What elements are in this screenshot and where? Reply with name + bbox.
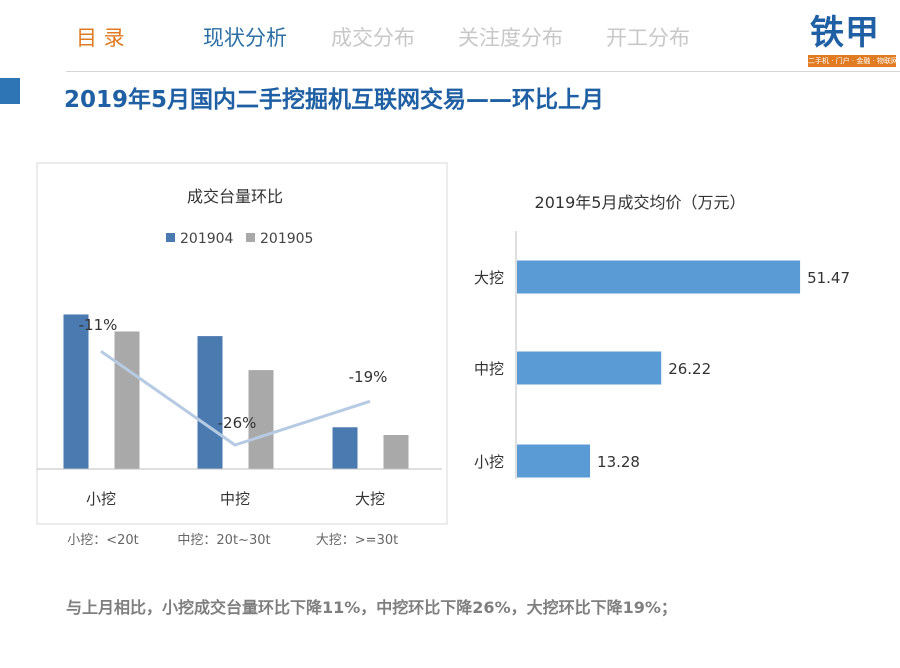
price-label-small: 13.28 bbox=[597, 453, 640, 471]
nav-item-status-analysis[interactable]: 现状分析 bbox=[203, 26, 287, 50]
price-label-large: 51.47 bbox=[807, 269, 850, 287]
price-bar-2 bbox=[517, 444, 591, 478]
volume-chart-title: 成交台量环比 bbox=[187, 187, 283, 206]
nav-item-deal-distribution[interactable]: 成交分布 bbox=[331, 26, 415, 50]
price-label-medium: 26.22 bbox=[668, 360, 711, 378]
x-tick-medium: 中挖 bbox=[220, 490, 250, 508]
header-divider bbox=[66, 71, 900, 72]
change-trend-line bbox=[100, 350, 371, 447]
change-label-medium: -26% bbox=[218, 414, 257, 432]
bar-201904-1 bbox=[197, 336, 223, 469]
volume-chart: 成交台量环比 201904 201905 -11% -26% -19% 小挖 中… bbox=[36, 162, 448, 525]
volume-chart-frame bbox=[36, 162, 448, 525]
summary-text: 与上月相比，小挖成交台量环比下降11%，中挖环比下降26%，大挖环比下降19%； bbox=[66, 598, 677, 617]
x-tick-small: 小挖 bbox=[86, 490, 116, 508]
nav-item-attention-distribution[interactable]: 关注度分布 bbox=[458, 26, 563, 50]
nav-item-operation-distribution[interactable]: 开工分布 bbox=[606, 26, 690, 50]
legend-label-201904: 201904 bbox=[180, 231, 234, 247]
bar-201904-2 bbox=[332, 427, 358, 469]
price-bar-1 bbox=[517, 351, 662, 385]
bar-201904-0 bbox=[63, 314, 89, 469]
bar-201905-1 bbox=[248, 370, 274, 469]
change-label-small: -11% bbox=[79, 316, 118, 334]
logo-text: 铁甲 bbox=[810, 13, 880, 53]
volume-bars bbox=[63, 314, 409, 469]
brand-logo: 铁甲 二手机 · 门户 · 金融 · 物联网 bbox=[808, 5, 896, 69]
page-title: 2019年5月国内二手挖掘机互联网交易——环比上月 bbox=[64, 87, 605, 113]
price-bar-0 bbox=[517, 260, 801, 294]
logo-tagline: 二手机 · 门户 · 金融 · 物联网 bbox=[808, 55, 896, 67]
top-nav: 目 录 现状分析 成交分布 关注度分布 开工分布 铁甲 二手机 · 门户 · 金… bbox=[0, 0, 900, 70]
note-small: 小挖：<20t bbox=[67, 533, 139, 548]
y-tick-large: 大挖 bbox=[474, 269, 504, 287]
x-tick-large: 大挖 bbox=[355, 490, 385, 508]
legend-swatch-201904 bbox=[166, 233, 175, 242]
price-chart: 2019年5月成交均价（万元） 大挖 中挖 小挖 51.47 26.22 13.… bbox=[474, 193, 850, 479]
change-label-large: -19% bbox=[349, 368, 388, 386]
title-accent-bar bbox=[0, 78, 20, 104]
bar-201905-2 bbox=[383, 435, 409, 469]
note-large: 大挖：>=30t bbox=[316, 533, 398, 548]
price-chart-title: 2019年5月成交均价（万元） bbox=[535, 193, 746, 212]
y-tick-medium: 中挖 bbox=[474, 360, 504, 378]
legend-swatch-201905 bbox=[246, 233, 255, 242]
note-medium: 中挖：20t~30t bbox=[177, 533, 270, 548]
legend-label-201905: 201905 bbox=[260, 231, 313, 247]
bar-201905-0 bbox=[114, 331, 140, 469]
volume-chart-legend: 201904 201905 bbox=[166, 231, 313, 247]
nav-toc[interactable]: 目 录 bbox=[76, 26, 125, 50]
y-tick-small: 小挖 bbox=[474, 453, 504, 471]
price-bars bbox=[517, 260, 801, 478]
